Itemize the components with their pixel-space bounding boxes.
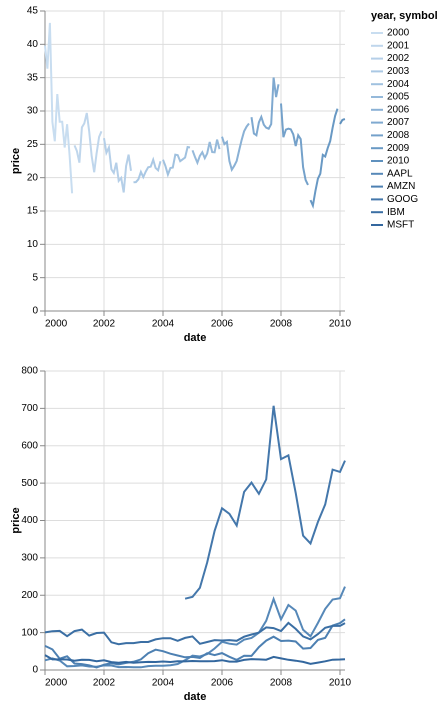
line	[250, 77, 280, 138]
line	[73, 112, 103, 173]
x-tick-label: 2006	[211, 319, 234, 330]
legend-label: 2001	[387, 40, 410, 51]
y-axis-title: price	[10, 148, 22, 174]
legend-label: 2004	[387, 79, 410, 90]
y-tick-label: 5	[32, 272, 38, 283]
y-tick-label: 200	[21, 590, 38, 601]
y-tick-label: 45	[27, 6, 39, 17]
y-tick-label: 0	[32, 665, 38, 676]
x-tick-label: 2002	[93, 319, 116, 330]
y-tick-label: 35	[27, 72, 39, 83]
x-axis-title: date	[184, 332, 207, 344]
line	[191, 139, 221, 166]
x-tick-label: 2010	[329, 319, 352, 330]
legend-label: MSFT	[387, 220, 414, 231]
line	[184, 405, 346, 600]
line	[280, 103, 309, 186]
y-tick-label: 40	[27, 39, 39, 50]
line	[133, 156, 162, 184]
legend-title: year, symbol	[371, 10, 438, 22]
x-tick-label: 2010	[329, 678, 352, 689]
y-tick-label: 0	[32, 306, 38, 317]
x-tick-label: 2006	[211, 678, 234, 689]
y-tick-label: 20	[27, 172, 39, 183]
legend-label: 2010	[387, 156, 410, 167]
x-tick-label: 2008	[270, 678, 293, 689]
legend-label: 2000	[387, 28, 410, 39]
legend-label: 2002	[387, 53, 410, 64]
y-tick-label: 100	[21, 627, 38, 638]
legend-label: 2007	[387, 117, 410, 128]
line	[103, 138, 132, 193]
y-tick-label: 400	[21, 515, 38, 526]
line	[162, 145, 191, 178]
y-tick-label: 800	[21, 366, 38, 377]
legend-label: 2009	[387, 143, 410, 154]
line	[309, 108, 339, 210]
y-axis-title: price	[10, 507, 22, 533]
legend-label: 2008	[387, 130, 410, 141]
y-tick-label: 700	[21, 403, 38, 414]
y-tick-label: 500	[21, 478, 38, 489]
y-tick-label: 30	[27, 106, 39, 117]
y-tick-label: 15	[27, 206, 39, 217]
legend-label: 2003	[387, 66, 410, 77]
y-tick-label: 25	[27, 139, 39, 150]
line	[44, 654, 346, 665]
legend-label: 2005	[387, 92, 410, 103]
line	[221, 122, 250, 173]
x-tick-label: 2004	[152, 319, 175, 330]
line	[339, 118, 346, 125]
legend-label: AAPL	[387, 168, 413, 179]
x-tick-label: 2008	[270, 319, 293, 330]
y-tick-label: 300	[21, 553, 38, 564]
y-tick-label: 600	[21, 440, 38, 451]
line	[44, 621, 346, 646]
line	[44, 618, 346, 669]
legend-label: AMZN	[387, 181, 415, 192]
line	[44, 22, 74, 194]
x-tick-label: 2002	[93, 678, 116, 689]
legend-label: 2006	[387, 104, 410, 115]
legend-label: IBM	[387, 207, 405, 218]
x-tick-label: 2000	[45, 319, 68, 330]
legend-label: GOOG	[387, 194, 418, 205]
x-tick-label: 2000	[45, 678, 68, 689]
x-tick-label: 2004	[152, 678, 175, 689]
line	[44, 586, 346, 669]
y-tick-label: 10	[27, 239, 39, 250]
x-axis-title: date	[184, 691, 207, 703]
